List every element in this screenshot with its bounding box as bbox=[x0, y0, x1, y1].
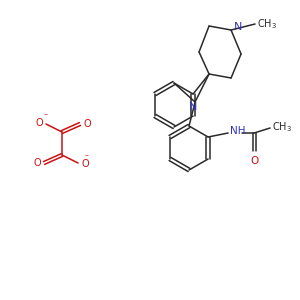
Text: O: O bbox=[83, 119, 91, 129]
Text: O: O bbox=[35, 118, 43, 128]
Text: CH$_3$: CH$_3$ bbox=[257, 17, 277, 31]
Text: N: N bbox=[189, 102, 197, 112]
Text: N: N bbox=[234, 22, 242, 32]
Text: NH: NH bbox=[230, 126, 246, 136]
Text: CH$_3$: CH$_3$ bbox=[272, 120, 292, 134]
Text: $^-$: $^-$ bbox=[83, 153, 90, 159]
Text: O: O bbox=[81, 159, 88, 169]
Text: $^-$: $^-$ bbox=[42, 112, 48, 118]
Text: O: O bbox=[33, 158, 41, 168]
Text: O: O bbox=[250, 156, 258, 166]
